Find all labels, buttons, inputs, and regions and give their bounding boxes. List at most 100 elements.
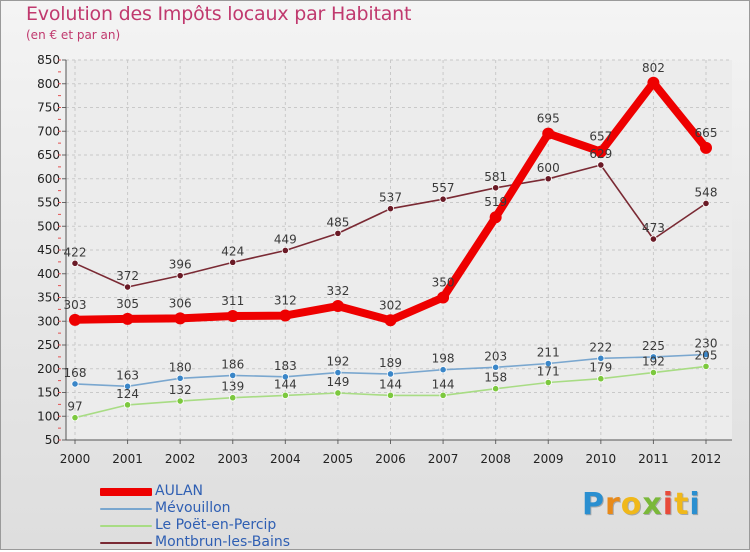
data-label-montbrun-les-bains: 485	[326, 215, 349, 229]
data-point-le-poet-en-percip	[702, 362, 710, 370]
x-tick-label: 2006	[375, 452, 406, 466]
data-label-montbrun-les-bains: 473	[642, 221, 665, 235]
x-tick-label: 2007	[428, 452, 459, 466]
y-tick-label: 200	[37, 362, 60, 376]
data-point-aulan	[437, 291, 450, 304]
data-label-le-poet-en-percip: 205	[695, 348, 718, 362]
legend-swatch	[100, 488, 152, 496]
data-point-montbrun-les-bains	[229, 258, 237, 266]
logo-letter: P	[582, 487, 605, 522]
y-tick-label: 300	[37, 314, 60, 328]
y-tick-label: 650	[37, 148, 60, 162]
data-point-mevouillon	[492, 363, 500, 371]
y-tick-label: 550	[37, 196, 60, 210]
data-point-aulan	[226, 310, 239, 323]
data-point-montbrun-les-bains	[281, 246, 289, 255]
x-tick-label: 2003	[217, 452, 248, 466]
data-label-le-poet-en-percip: 124	[116, 387, 139, 401]
data-label-aulan: 802	[642, 61, 665, 75]
data-label-aulan: 312	[274, 294, 297, 308]
data-point-mevouillon	[649, 353, 658, 361]
logo-letter: x	[642, 487, 663, 522]
data-point-mevouillon	[176, 374, 184, 382]
y-tick-label: 500	[37, 219, 60, 233]
data-label-mevouillon: 189	[379, 356, 402, 370]
data-label-le-poet-en-percip: 171	[537, 365, 560, 379]
x-tick-label: 2010	[586, 452, 617, 466]
data-label-aulan: 350	[432, 276, 455, 290]
data-label-mevouillon: 192	[326, 355, 349, 369]
y-tick-label: 750	[37, 101, 60, 115]
x-tick-label: 2012	[691, 452, 722, 466]
chart-title: Evolution des Impôts locaux par Habitant	[26, 3, 412, 25]
data-label-le-poet-en-percip: 149	[326, 375, 349, 389]
data-point-mevouillon	[544, 359, 552, 368]
data-label-le-poet-en-percip: 144	[274, 377, 297, 391]
data-point-montbrun-les-bains	[439, 195, 447, 203]
data-point-montbrun-les-bains	[386, 205, 395, 213]
y-tick-label: 400	[37, 267, 60, 281]
data-label-le-poet-en-percip: 139	[221, 380, 244, 394]
data-point-le-poet-en-percip	[334, 389, 342, 397]
x-tick-label: 2004	[270, 452, 301, 466]
data-label-montbrun-les-bains: 449	[274, 232, 297, 246]
data-point-aulan	[594, 145, 607, 158]
data-point-mevouillon	[439, 366, 447, 374]
data-label-le-poet-en-percip: 158	[484, 371, 507, 385]
data-point-mevouillon	[281, 373, 289, 381]
data-point-montbrun-les-bains	[71, 259, 79, 267]
data-point-aulan	[331, 300, 344, 313]
data-label-mevouillon: 222	[589, 340, 612, 354]
legend-swatch	[100, 525, 152, 527]
data-point-aulan	[121, 312, 134, 325]
y-tick-label: 800	[37, 77, 60, 91]
x-tick-label: 2005	[323, 452, 354, 466]
data-label-montbrun-les-bains: 424	[221, 244, 244, 258]
data-point-montbrun-les-bains	[492, 184, 500, 192]
y-tick-label: 850	[37, 53, 60, 67]
data-label-aulan: 306	[169, 296, 192, 310]
data-point-montbrun-les-bains	[123, 283, 132, 291]
logo-letter: t	[674, 487, 690, 522]
x-tick-label: 2009	[533, 452, 564, 466]
x-tick-label: 2002	[165, 452, 196, 466]
data-label-le-poet-en-percip: 144	[432, 377, 455, 391]
data-label-mevouillon: 186	[221, 357, 244, 371]
y-tick-label: 50	[45, 433, 60, 447]
data-label-mevouillon: 163	[116, 368, 139, 382]
data-label-montbrun-les-bains: 600	[537, 161, 560, 175]
data-label-montbrun-les-bains: 581	[484, 170, 507, 184]
data-point-le-poet-en-percip	[492, 385, 500, 393]
y-tick-label: 700	[37, 124, 60, 138]
data-label-mevouillon: 211	[537, 346, 560, 360]
data-point-mevouillon	[229, 371, 237, 379]
data-point-le-poet-en-percip	[229, 394, 237, 402]
y-tick-label: 450	[37, 243, 60, 257]
data-point-montbrun-les-bains	[649, 235, 658, 243]
data-point-aulan	[174, 312, 187, 325]
x-tick-label: 2011	[638, 452, 669, 466]
data-label-mevouillon: 203	[484, 349, 507, 363]
data-point-le-poet-en-percip	[176, 397, 184, 405]
data-point-mevouillon	[71, 380, 79, 388]
logo-letter: i	[662, 487, 675, 522]
data-point-le-poet-en-percip	[649, 368, 658, 377]
data-point-aulan	[384, 314, 397, 327]
data-label-aulan: 695	[537, 112, 560, 126]
data-point-aulan	[489, 211, 502, 224]
logo-letter: i	[689, 487, 701, 522]
data-label-montbrun-les-bains: 557	[432, 181, 455, 195]
data-point-le-poet-en-percip	[544, 378, 552, 387]
y-tick-label: 100	[37, 409, 60, 423]
data-label-le-poet-en-percip: 132	[169, 383, 192, 397]
y-tick-label: 150	[37, 386, 60, 400]
data-point-le-poet-en-percip	[123, 401, 132, 409]
x-tick-label: 2008	[480, 452, 511, 466]
data-point-montbrun-les-bains	[702, 199, 710, 208]
data-point-mevouillon	[597, 354, 605, 362]
data-point-montbrun-les-bains	[544, 175, 552, 183]
data-label-aulan: 657	[589, 130, 612, 144]
logo-letter: o	[620, 487, 643, 522]
data-point-le-poet-en-percip	[71, 414, 79, 422]
